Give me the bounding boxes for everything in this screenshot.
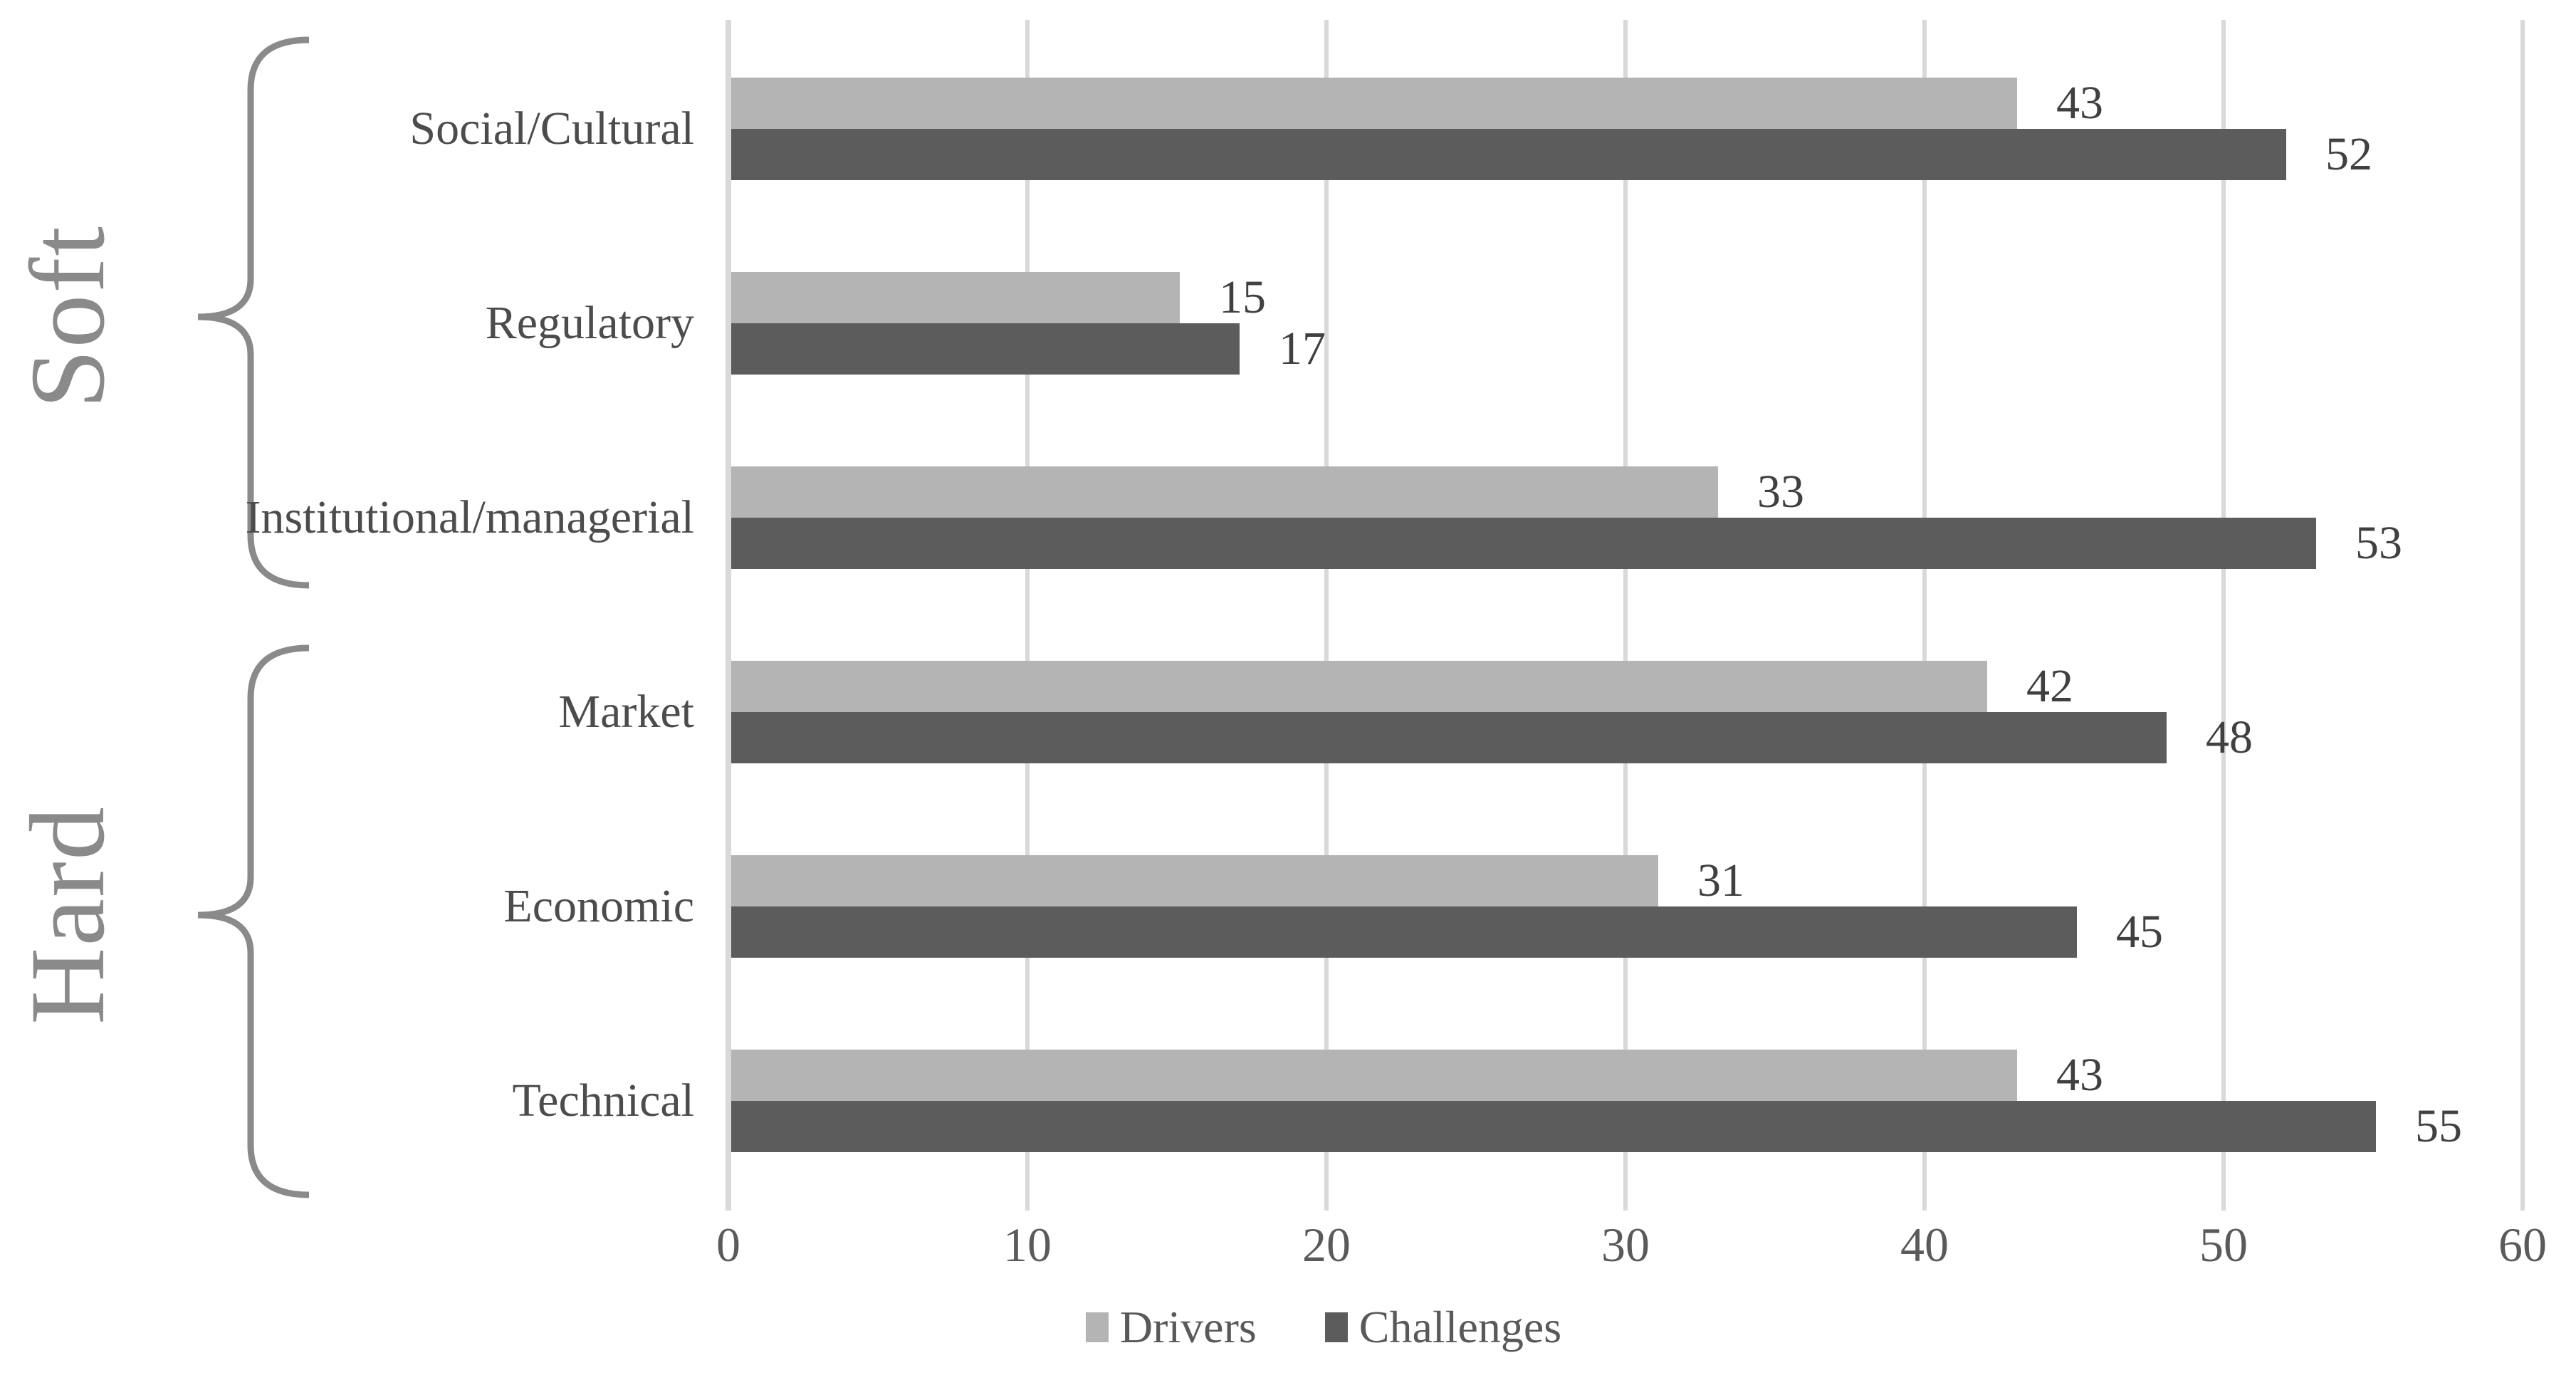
bar-drivers — [731, 466, 1718, 518]
legend-swatch-challenges — [1324, 1312, 1348, 1342]
gridline — [2221, 20, 2226, 1211]
x-axis-tick-label: 10 — [1003, 1218, 1052, 1272]
gridline — [1623, 20, 1628, 1211]
value-label-challenges: 48 — [2206, 711, 2253, 763]
category-label: Regulatory — [485, 297, 694, 349]
bar-challenges — [731, 323, 1240, 375]
x-axis-tick-label: 20 — [1302, 1218, 1351, 1272]
value-label-challenges: 45 — [2116, 906, 2163, 958]
x-axis-tick-label: 30 — [1601, 1218, 1650, 1272]
legend-label-drivers: Drivers — [1119, 1302, 1257, 1352]
bar-drivers — [731, 661, 1987, 712]
soft-bracket — [197, 36, 310, 589]
legend-item-challenges: Challenges — [1324, 1302, 1562, 1353]
gridline — [2520, 20, 2525, 1211]
bar-drivers — [731, 855, 1658, 906]
legend-item-drivers: Drivers — [1085, 1302, 1257, 1353]
value-label-drivers: 43 — [2056, 1049, 2103, 1101]
value-label-drivers: 33 — [1757, 466, 1804, 518]
bar-drivers — [731, 1050, 2017, 1101]
gridline — [1324, 20, 1329, 1211]
value-label-challenges: 17 — [1279, 323, 1326, 375]
category-label: Economic — [503, 880, 694, 932]
bar-challenges — [731, 906, 2077, 958]
x-axis-line — [726, 20, 731, 1211]
value-label-drivers: 43 — [2056, 77, 2103, 129]
gridline — [1025, 20, 1030, 1211]
category-label: Technical — [512, 1075, 694, 1127]
category-label: Social/Cultural — [409, 103, 694, 155]
value-label-drivers: 15 — [1219, 271, 1266, 323]
bar-drivers — [731, 272, 1180, 323]
legend-swatch-drivers — [1085, 1312, 1109, 1342]
hard-bracket — [197, 644, 310, 1198]
gridline — [1922, 20, 1927, 1211]
bar-drivers — [731, 78, 2017, 129]
group-brackets — [197, 36, 310, 1198]
value-label-challenges: 53 — [2355, 517, 2402, 569]
x-axis-tick-label: 0 — [716, 1218, 740, 1272]
bar-challenges — [731, 1101, 2376, 1152]
bar-challenges — [731, 712, 2167, 763]
bar-challenges — [731, 129, 2286, 180]
x-axis-tick-label: 60 — [2498, 1218, 2547, 1272]
category-label: Institutional/managerial — [245, 491, 694, 543]
legend: Drivers Challenges — [0, 1302, 2576, 1353]
x-axis-tick-label: 50 — [2199, 1218, 2248, 1272]
value-label-challenges: 55 — [2415, 1100, 2462, 1152]
category-label: Market — [558, 686, 694, 738]
bar-challenges — [731, 518, 2316, 569]
value-label-drivers: 31 — [1697, 854, 1744, 906]
legend-label-challenges: Challenges — [1358, 1302, 1562, 1352]
value-label-challenges: 52 — [2325, 128, 2372, 180]
x-axis-tick-label: 40 — [1900, 1218, 1949, 1272]
value-label-drivers: 42 — [2026, 660, 2073, 712]
